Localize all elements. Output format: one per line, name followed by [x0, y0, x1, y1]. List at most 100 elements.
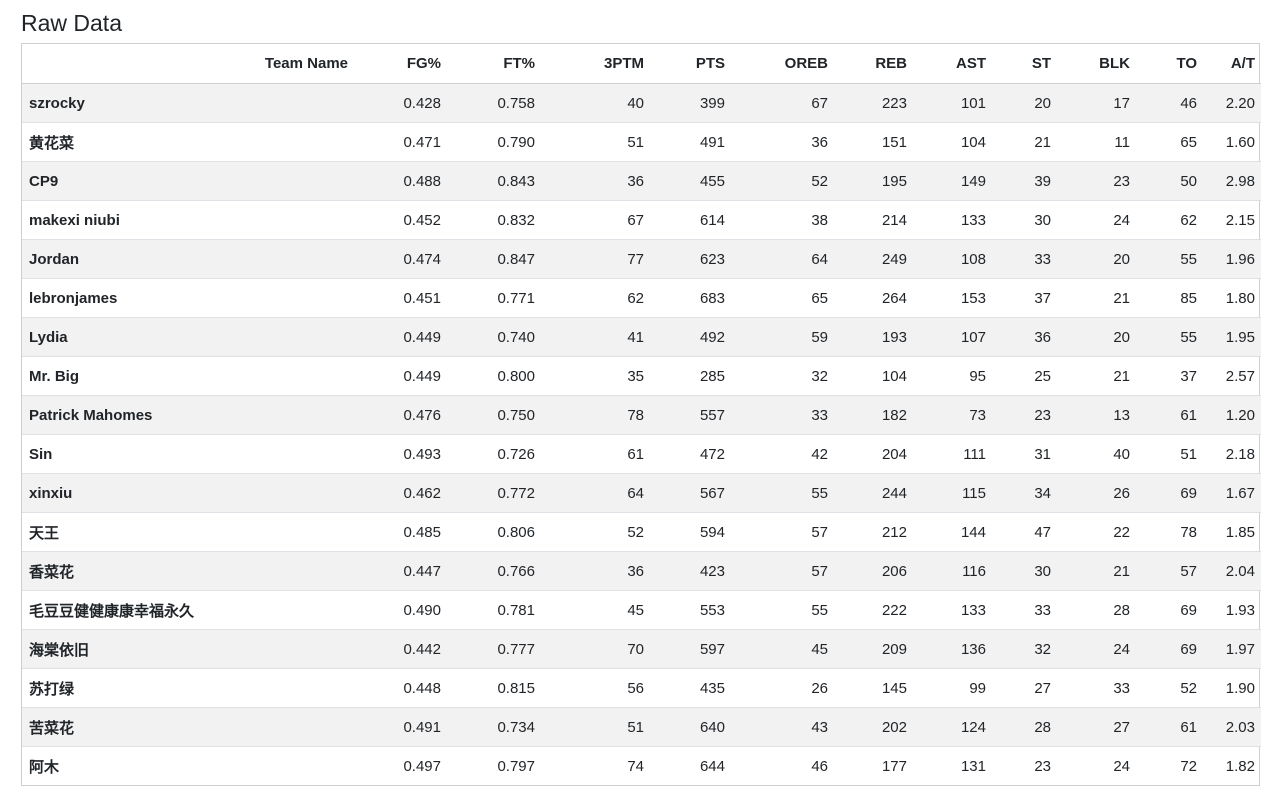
st-cell: 39 [992, 161, 1057, 201]
reb-cell: 249 [834, 239, 913, 279]
st-cell: 21 [992, 122, 1057, 162]
st-cell: 36 [992, 317, 1057, 357]
reb-cell: 145 [834, 668, 913, 708]
pts-cell: 557 [650, 395, 731, 435]
ft-pct-cell: 0.771 [447, 278, 541, 318]
3ptm-cell: 51 [541, 707, 650, 747]
team-name-cell: lebronjames [22, 278, 354, 318]
column-header-team-name[interactable]: Team Name [22, 44, 354, 84]
reb-cell: 206 [834, 551, 913, 591]
column-header-reb[interactable]: REB [834, 44, 913, 84]
column-header-st[interactable]: ST [992, 44, 1057, 84]
to-cell: 72 [1136, 746, 1203, 785]
reb-cell: 202 [834, 707, 913, 747]
table-row: szrocky 0.428 0.758 40 399 67 223 101 20 17 46 2.20 [22, 83, 1261, 123]
blk-cell: 22 [1057, 512, 1136, 552]
reb-cell: 214 [834, 200, 913, 240]
fg-pct-cell: 0.442 [354, 629, 447, 669]
st-cell: 33 [992, 239, 1057, 279]
raw-data-table-container: Team Name FG% FT% 3PTM PTS OREB REB AST … [21, 43, 1261, 786]
table-row: Sin 0.493 0.726 61 472 42 204 111 31 40 51 2.18 [22, 434, 1261, 474]
fg-pct-cell: 0.488 [354, 161, 447, 201]
pts-cell: 285 [650, 356, 731, 396]
column-header-to[interactable]: TO [1136, 44, 1203, 84]
ast-cell: 73 [913, 395, 992, 435]
ast-cell: 99 [913, 668, 992, 708]
oreb-cell: 57 [731, 551, 834, 591]
to-cell: 50 [1136, 161, 1203, 201]
ast-cell: 115 [913, 473, 992, 513]
ft-pct-cell: 0.740 [447, 317, 541, 357]
at-cell: 1.67 [1203, 473, 1261, 513]
ft-pct-cell: 0.777 [447, 629, 541, 669]
to-cell: 85 [1136, 278, 1203, 318]
reb-cell: 182 [834, 395, 913, 435]
ft-pct-cell: 0.790 [447, 122, 541, 162]
ft-pct-cell: 0.843 [447, 161, 541, 201]
team-name-cell: 毛豆豆健健康康幸福永久 [22, 590, 354, 630]
header-row: Team Name FG% FT% 3PTM PTS OREB REB AST … [22, 44, 1261, 84]
team-name-cell: 天王 [22, 512, 354, 552]
at-cell: 1.85 [1203, 512, 1261, 552]
team-name-cell: xinxiu [22, 473, 354, 513]
column-header-3ptm[interactable]: 3PTM [541, 44, 650, 84]
oreb-cell: 33 [731, 395, 834, 435]
st-cell: 34 [992, 473, 1057, 513]
blk-cell: 24 [1057, 746, 1136, 785]
ft-pct-cell: 0.772 [447, 473, 541, 513]
3ptm-cell: 36 [541, 551, 650, 591]
ft-pct-cell: 0.832 [447, 200, 541, 240]
blk-cell: 20 [1057, 317, 1136, 357]
at-cell: 1.80 [1203, 278, 1261, 318]
3ptm-cell: 56 [541, 668, 650, 708]
ft-pct-cell: 0.815 [447, 668, 541, 708]
fg-pct-cell: 0.462 [354, 473, 447, 513]
ft-pct-cell: 0.758 [447, 83, 541, 123]
blk-cell: 17 [1057, 83, 1136, 123]
column-header-ast[interactable]: AST [913, 44, 992, 84]
team-name-cell: 苏打绿 [22, 668, 354, 708]
pts-cell: 597 [650, 629, 731, 669]
oreb-cell: 38 [731, 200, 834, 240]
oreb-cell: 42 [731, 434, 834, 474]
ft-pct-cell: 0.806 [447, 512, 541, 552]
st-cell: 30 [992, 551, 1057, 591]
at-cell: 1.96 [1203, 239, 1261, 279]
table-row: Mr. Big 0.449 0.800 35 285 32 104 95 25 21 37 2.57 [22, 356, 1261, 396]
ast-cell: 149 [913, 161, 992, 201]
ft-pct-cell: 0.797 [447, 746, 541, 785]
team-name-cell: CP9 [22, 161, 354, 201]
ft-pct-cell: 0.800 [447, 356, 541, 396]
column-header-pts[interactable]: PTS [650, 44, 731, 84]
st-cell: 31 [992, 434, 1057, 474]
to-cell: 55 [1136, 239, 1203, 279]
3ptm-cell: 70 [541, 629, 650, 669]
at-cell: 1.90 [1203, 668, 1261, 708]
pts-cell: 455 [650, 161, 731, 201]
oreb-cell: 67 [731, 83, 834, 123]
fg-pct-cell: 0.491 [354, 707, 447, 747]
to-cell: 61 [1136, 395, 1203, 435]
table-row: 毛豆豆健健康康幸福永久 0.490 0.781 45 553 55 222 133 33 28 69… [22, 590, 1261, 630]
column-header-ft-pct[interactable]: FT% [447, 44, 541, 84]
blk-cell: 26 [1057, 473, 1136, 513]
reb-cell: 104 [834, 356, 913, 396]
3ptm-cell: 61 [541, 434, 650, 474]
reb-cell: 195 [834, 161, 913, 201]
column-header-at[interactable]: A/T [1203, 44, 1261, 84]
st-cell: 27 [992, 668, 1057, 708]
column-header-blk[interactable]: BLK [1057, 44, 1136, 84]
3ptm-cell: 35 [541, 356, 650, 396]
3ptm-cell: 51 [541, 122, 650, 162]
blk-cell: 21 [1057, 278, 1136, 318]
blk-cell: 21 [1057, 356, 1136, 396]
at-cell: 1.93 [1203, 590, 1261, 630]
st-cell: 47 [992, 512, 1057, 552]
pts-cell: 594 [650, 512, 731, 552]
column-header-oreb[interactable]: OREB [731, 44, 834, 84]
column-header-fg-pct[interactable]: FG% [354, 44, 447, 84]
blk-cell: 21 [1057, 551, 1136, 591]
to-cell: 62 [1136, 200, 1203, 240]
to-cell: 55 [1136, 317, 1203, 357]
pts-cell: 492 [650, 317, 731, 357]
